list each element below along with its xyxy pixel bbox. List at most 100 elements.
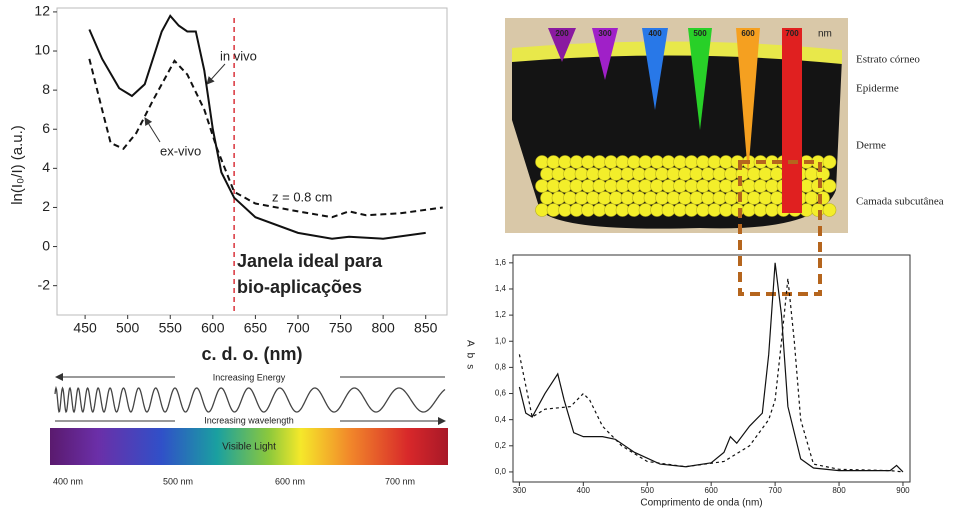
x-tick-label: 850 xyxy=(414,320,438,336)
fat-cell xyxy=(620,191,635,205)
fat-cell xyxy=(673,203,687,217)
fat-cell xyxy=(638,203,653,217)
fat-cell xyxy=(650,155,664,169)
fat-cell xyxy=(742,179,756,193)
fat-cells xyxy=(535,155,837,217)
fat-cell xyxy=(581,179,595,193)
fat-cell xyxy=(684,203,699,217)
plot-frame xyxy=(56,7,448,316)
fat-cell xyxy=(707,179,722,193)
fat-cell xyxy=(597,191,612,205)
beam xyxy=(782,28,802,213)
fat-cell xyxy=(535,179,549,193)
fat-cell xyxy=(604,155,618,169)
fat-cell xyxy=(586,191,600,205)
fat-cell xyxy=(620,167,635,181)
fat-cell xyxy=(592,203,607,217)
data-line xyxy=(88,58,443,219)
x-tick-label: 450 xyxy=(73,320,97,336)
series-label: ex-vivo xyxy=(160,143,201,158)
fat-cell xyxy=(770,167,784,181)
scale-label: 600 nm xyxy=(275,476,305,486)
scale-label: 700 nm xyxy=(385,476,415,486)
fat-cell xyxy=(632,191,646,205)
fat-cell xyxy=(765,179,779,193)
fat-cell xyxy=(627,155,641,169)
fat-cell xyxy=(719,203,733,217)
fat-cell xyxy=(822,155,837,169)
fat-cell xyxy=(735,167,750,181)
fat-cell xyxy=(569,203,584,217)
fat-cell xyxy=(661,179,676,193)
scale-label: 500 nm xyxy=(163,476,193,486)
visible-bar xyxy=(50,428,448,465)
fat-cell xyxy=(753,179,768,193)
fat-cell xyxy=(689,191,704,205)
fat-cell xyxy=(551,191,566,205)
wave xyxy=(54,385,446,414)
fat-cell xyxy=(684,155,699,169)
fat-cell xyxy=(724,191,738,205)
fat-cell xyxy=(604,179,618,193)
fat-cell xyxy=(558,203,572,217)
layer-label: Estrato córneo xyxy=(856,54,920,66)
fat-cell xyxy=(661,155,676,169)
fat-cell xyxy=(707,155,722,169)
label: Visible Light xyxy=(222,442,276,453)
fat-cell xyxy=(546,179,561,193)
fat-cell xyxy=(758,167,773,181)
fat-cell xyxy=(597,167,612,181)
fat-cell xyxy=(569,179,584,193)
fat-cell xyxy=(592,155,607,169)
fat-cell xyxy=(753,203,768,217)
highlight-box xyxy=(738,160,822,296)
fat-cell xyxy=(673,155,687,169)
beam xyxy=(642,28,668,110)
stratum-band xyxy=(512,41,842,64)
fat-cell xyxy=(696,179,710,193)
fat-cell xyxy=(678,191,692,205)
pointer xyxy=(206,63,226,85)
y-tick-label: 10 xyxy=(34,42,50,58)
fat-cell xyxy=(673,179,687,193)
y-axis-label: ln(I₀/I) (a.u.) xyxy=(9,125,26,205)
fat-cell xyxy=(678,167,692,181)
fat-cell xyxy=(586,167,600,181)
fat-cell xyxy=(742,203,756,217)
fat-cell xyxy=(765,203,779,217)
fat-cell xyxy=(615,203,630,217)
y-tick-label: 2 xyxy=(42,198,50,214)
fat-cell xyxy=(730,203,745,217)
plot-frame xyxy=(512,254,911,483)
y-tick-label: 0,0 xyxy=(495,467,507,476)
fat-cell xyxy=(615,155,630,169)
y-axis-label: Abs xyxy=(464,340,475,375)
fat-cell xyxy=(535,203,549,217)
y-tick-label: 6 xyxy=(42,120,50,136)
beam-label: 300 xyxy=(598,29,612,38)
skin-diagram: 200 300 400 500 600 700 nm Estrato córneo Epider… xyxy=(505,18,944,296)
fat-cell xyxy=(627,179,641,193)
fat-cell xyxy=(735,191,750,205)
fat-cell xyxy=(609,167,623,181)
beam xyxy=(736,28,760,175)
spectrum-diagram: Increasing Energy Increasing wavelength … xyxy=(50,372,448,486)
fat-cell xyxy=(638,155,653,169)
y-tick-label: 1,0 xyxy=(495,336,507,345)
fat-cell xyxy=(684,179,699,193)
fat-cell xyxy=(804,167,819,181)
x-tick-label: 300 xyxy=(513,486,527,495)
fat-cell xyxy=(822,179,837,193)
x-tick-label: 700 xyxy=(286,320,310,336)
x-tick-label: 600 xyxy=(705,486,719,495)
fat-cell xyxy=(574,167,589,181)
y-tick-label: 8 xyxy=(42,81,50,97)
fat-cell xyxy=(712,191,727,205)
y-tick-label: 0 xyxy=(42,237,50,253)
y-tick-label: 0,2 xyxy=(495,441,507,450)
fat-cell xyxy=(540,167,554,181)
fat-cell xyxy=(558,179,572,193)
series-label: in vivo xyxy=(220,48,257,63)
